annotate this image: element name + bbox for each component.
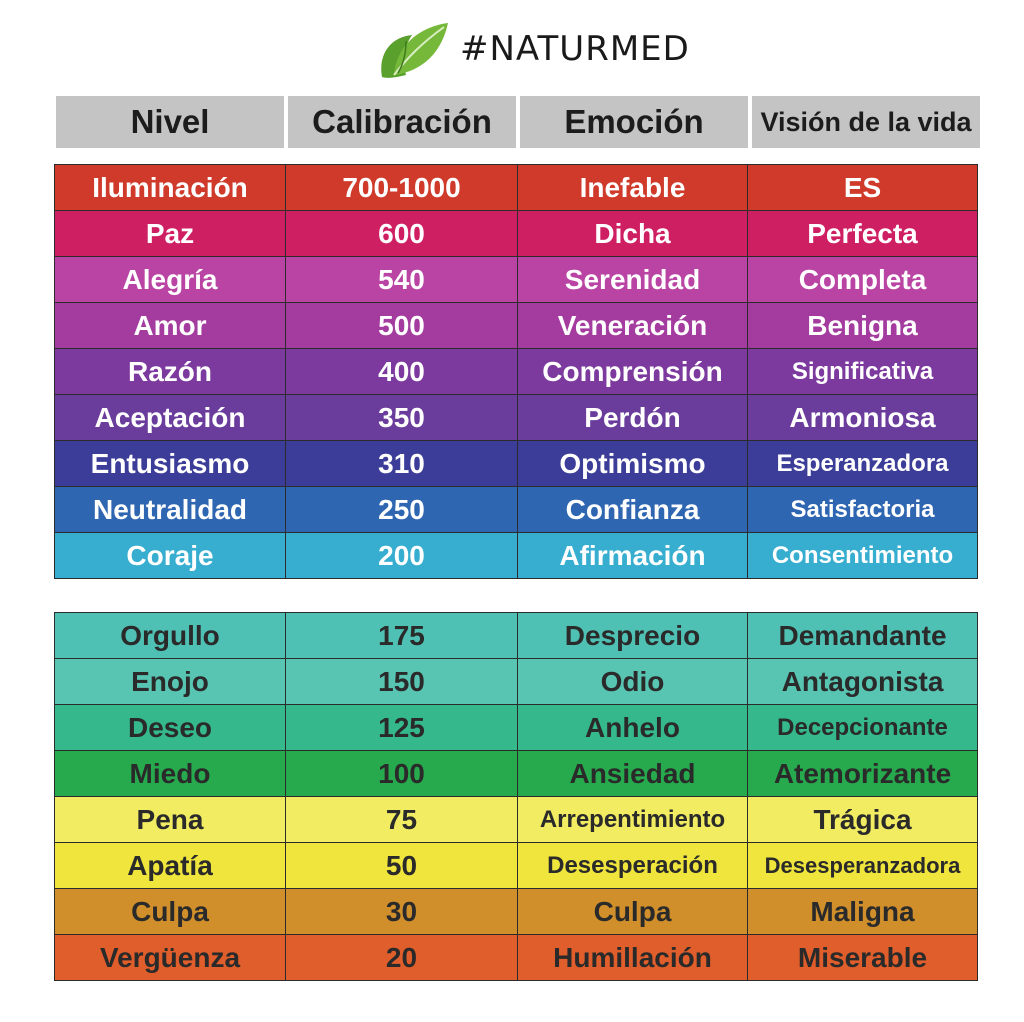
- table-cell-emocion: Serenidad: [518, 257, 748, 303]
- table-cell-emocion: Afirmación: [518, 533, 748, 579]
- table-cell-nivel: Vergüenza: [54, 935, 286, 981]
- table-cell-vision: ES: [748, 165, 978, 211]
- header-nivel: Nivel: [56, 96, 284, 148]
- table-cell-nivel: Orgullo: [54, 613, 286, 659]
- table-cell-emocion: Anhelo: [518, 705, 748, 751]
- table-cell-emocion: Ansiedad: [518, 751, 748, 797]
- table-cell-nivel: Apatía: [54, 843, 286, 889]
- table-cell-vision: Perfecta: [748, 211, 978, 257]
- table-cell-calibracion: 20: [286, 935, 518, 981]
- table-cell-vision: Atemorizante: [748, 751, 978, 797]
- table-cell-emocion: Humillación: [518, 935, 748, 981]
- table-cell-emocion: Desprecio: [518, 613, 748, 659]
- table-cell-vision: Decepcionante: [748, 705, 978, 751]
- table-cell-calibracion: 310: [286, 441, 518, 487]
- table-cell-calibracion: 50: [286, 843, 518, 889]
- table-cell-vision: Antagonista: [748, 659, 978, 705]
- table-cell-nivel: Paz: [54, 211, 286, 257]
- table-cell-emocion: Perdón: [518, 395, 748, 441]
- table-cell-nivel: Pena: [54, 797, 286, 843]
- table-cell-vision: Demandante: [748, 613, 978, 659]
- table-cell-emocion: Inefable: [518, 165, 748, 211]
- table-cell-nivel: Razón: [54, 349, 286, 395]
- table-cell-nivel: Neutralidad: [54, 487, 286, 533]
- table-header: Nivel Calibración Emoción Visión de la v…: [56, 96, 980, 148]
- table-cell-vision: Desesperanzadora: [748, 843, 978, 889]
- table-cell-emocion: Odio: [518, 659, 748, 705]
- table-cell-emocion: Culpa: [518, 889, 748, 935]
- table-cell-nivel: Entusiasmo: [54, 441, 286, 487]
- header-emocion: Emoción: [520, 96, 748, 148]
- table-cell-nivel: Aceptación: [54, 395, 286, 441]
- table-cell-emocion: Dicha: [518, 211, 748, 257]
- table-cell-nivel: Culpa: [54, 889, 286, 935]
- table-cell-calibracion: 600: [286, 211, 518, 257]
- table-cell-emocion: Arrepentimiento: [518, 797, 748, 843]
- table-cell-emocion: Confianza: [518, 487, 748, 533]
- table-cell-vision: Esperanzadora: [748, 441, 978, 487]
- table-cell-vision: Armoniosa: [748, 395, 978, 441]
- table-cell-vision: Maligna: [748, 889, 978, 935]
- table-cell-calibracion: 100: [286, 751, 518, 797]
- table-cell-emocion: Desesperación: [518, 843, 748, 889]
- leaf-icon: [376, 17, 450, 81]
- table-cell-calibracion: 200: [286, 533, 518, 579]
- brand-name: #NATURMED: [460, 29, 690, 69]
- table-cell-vision: Consentimiento: [748, 533, 978, 579]
- brand-header: #NATURMED: [376, 16, 690, 82]
- table-cell-nivel: Alegría: [54, 257, 286, 303]
- table-cell-emocion: Veneración: [518, 303, 748, 349]
- table-cell-nivel: Iluminación: [54, 165, 286, 211]
- header-vision: Visión de la vida: [752, 96, 980, 148]
- table-cell-calibracion: 700-1000: [286, 165, 518, 211]
- table-cell-vision: Completa: [748, 257, 978, 303]
- table-cell-vision: Satisfactoria: [748, 487, 978, 533]
- table-cell-calibracion: 400: [286, 349, 518, 395]
- table-cell-emocion: Optimismo: [518, 441, 748, 487]
- table-cell-calibracion: 500: [286, 303, 518, 349]
- table-cell-calibracion: 350: [286, 395, 518, 441]
- header-calibracion: Calibración: [288, 96, 516, 148]
- table-cell-nivel: Amor: [54, 303, 286, 349]
- table-cell-calibracion: 540: [286, 257, 518, 303]
- table-cell-calibracion: 175: [286, 613, 518, 659]
- upper-table: Iluminación 700-1000 Inefable ES Paz 600 Dicha…: [54, 164, 978, 579]
- table-cell-vision: Miserable: [748, 935, 978, 981]
- table-cell-vision: Significativa: [748, 349, 978, 395]
- table-cell-nivel: Deseo: [54, 705, 286, 751]
- table-cell-calibracion: 75: [286, 797, 518, 843]
- table-cell-vision: Benigna: [748, 303, 978, 349]
- table-cell-nivel: Miedo: [54, 751, 286, 797]
- table-cell-nivel: Coraje: [54, 533, 286, 579]
- table-cell-calibracion: 150: [286, 659, 518, 705]
- table-cell-emocion: Comprensión: [518, 349, 748, 395]
- table-cell-nivel: Enojo: [54, 659, 286, 705]
- lower-table: Orgullo 175 Desprecio Demandante Enojo 150 Odi…: [54, 612, 978, 981]
- table-cell-calibracion: 30: [286, 889, 518, 935]
- table-cell-vision: Trágica: [748, 797, 978, 843]
- table-cell-calibracion: 125: [286, 705, 518, 751]
- table-cell-calibracion: 250: [286, 487, 518, 533]
